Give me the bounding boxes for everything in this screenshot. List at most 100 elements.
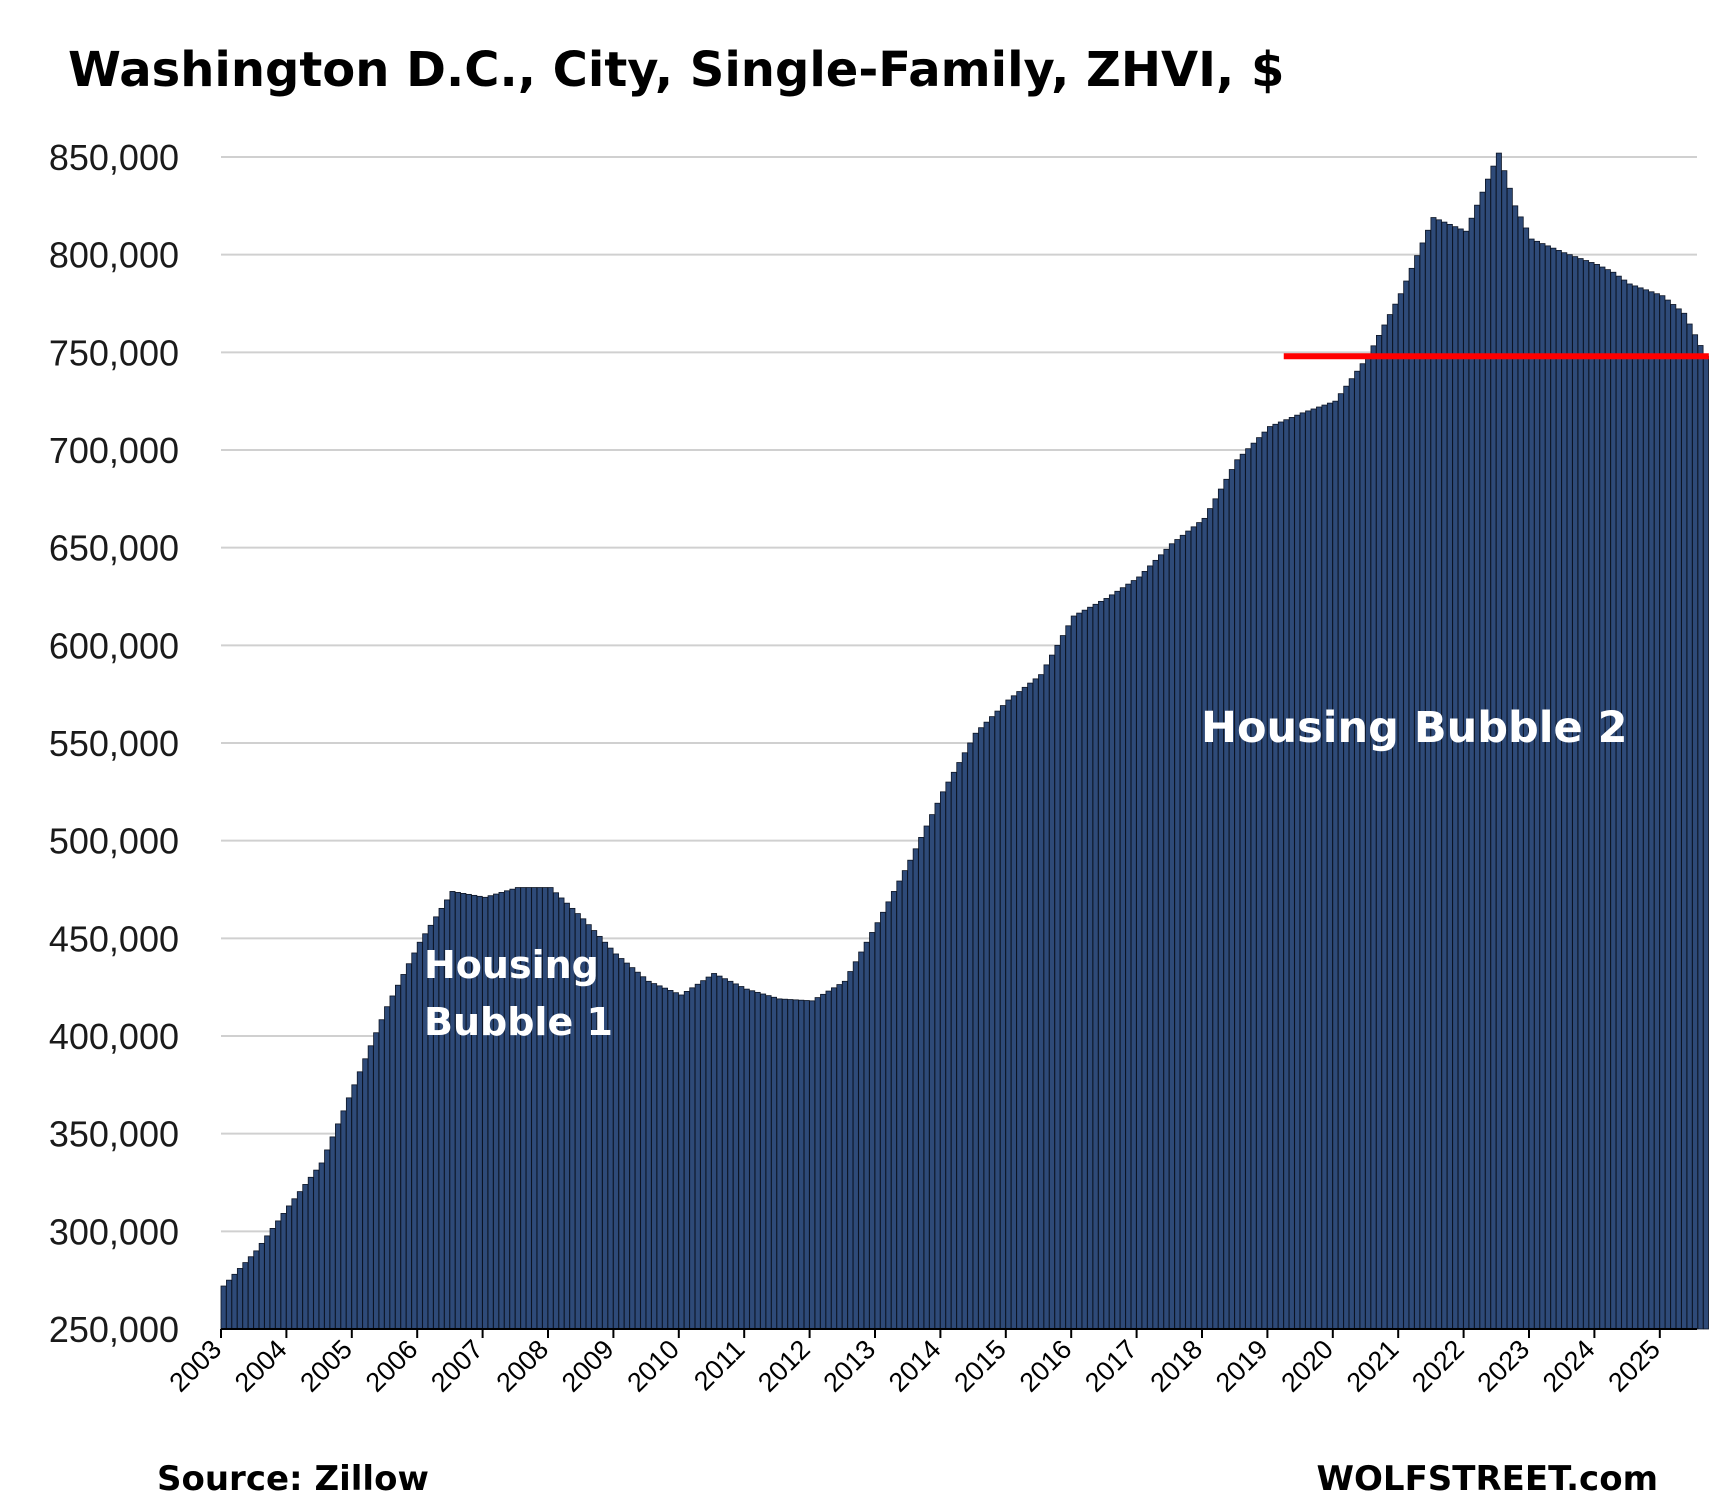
bar: [1212, 498, 1219, 1330]
bar: [667, 990, 674, 1330]
bar-series: [220, 152, 1709, 1330]
bar: [1245, 448, 1252, 1330]
bar: [623, 962, 630, 1330]
bar: [1370, 345, 1377, 1330]
bar: [967, 742, 974, 1330]
bar: [275, 1220, 282, 1330]
bar: [1653, 293, 1660, 1330]
bar: [901, 870, 908, 1330]
bar: [825, 990, 832, 1330]
bar: [1610, 271, 1617, 1330]
bar: [1588, 262, 1595, 1330]
bar: [760, 993, 767, 1330]
x-tick-label: 2015: [948, 1334, 1012, 1398]
x-axis: [220, 1328, 1697, 1338]
bar: [705, 976, 712, 1330]
bar: [1485, 178, 1491, 1330]
x-tick-label: 2025: [1602, 1334, 1666, 1398]
bar: [722, 978, 728, 1330]
bar: [732, 983, 739, 1330]
bar: [1283, 419, 1290, 1330]
x-tick-label: 2005: [294, 1334, 358, 1398]
bar: [918, 837, 925, 1330]
bar: [694, 983, 701, 1330]
bar: [880, 911, 887, 1330]
bar: [640, 976, 647, 1330]
bar: [1632, 285, 1639, 1330]
bar: [242, 1262, 249, 1330]
bar: [896, 880, 903, 1330]
bar: [869, 932, 876, 1330]
bar: [1108, 594, 1115, 1330]
bar: [1239, 453, 1246, 1330]
bar: [324, 1149, 331, 1330]
bar: [1059, 635, 1066, 1330]
bar: [847, 971, 854, 1330]
bar: [302, 1184, 309, 1330]
bar: [1147, 565, 1154, 1330]
x-tick-label: 2022: [1406, 1334, 1470, 1398]
bar: [258, 1242, 265, 1330]
bar: [591, 930, 598, 1330]
x-tick-label: 2020: [1275, 1334, 1339, 1398]
bar: [1408, 267, 1415, 1330]
bar: [1626, 283, 1633, 1330]
y-tick-label: 650,000: [49, 528, 179, 569]
bar: [629, 967, 636, 1330]
x-tick-label: 2021: [1341, 1334, 1405, 1398]
x-tick-label: 2023: [1472, 1334, 1536, 1398]
x-tick-label: 2018: [1145, 1334, 1209, 1398]
bar: [672, 992, 679, 1330]
bar: [351, 1084, 358, 1330]
bar: [923, 825, 930, 1330]
bar: [907, 859, 914, 1330]
bar: [1021, 686, 1028, 1330]
x-tick-label: 2024: [1537, 1334, 1601, 1398]
bar: [1414, 255, 1421, 1330]
bar: [1332, 400, 1339, 1330]
bar: [1550, 247, 1557, 1330]
bar: [836, 984, 843, 1330]
x-tick-label: 2016: [1014, 1334, 1078, 1398]
bar: [1043, 664, 1050, 1330]
bar: [1479, 191, 1486, 1330]
bar: [1174, 539, 1181, 1330]
y-tick-label: 800,000: [49, 235, 179, 276]
bar: [711, 973, 718, 1330]
bar: [678, 994, 685, 1330]
bar: [1583, 260, 1590, 1330]
bar: [1010, 695, 1017, 1330]
bar: [362, 1058, 369, 1330]
bar: [1435, 219, 1442, 1330]
x-tick-label: 2009: [556, 1334, 620, 1398]
bar: [1163, 548, 1170, 1330]
bar: [1343, 385, 1350, 1330]
bar: [400, 974, 407, 1330]
bar: [1087, 606, 1094, 1330]
chart-title: Washington D.C., City, Single-Family, ZH…: [68, 42, 1284, 98]
annotation-housing-bubble-1: Housing Bubble 1: [424, 943, 613, 1044]
y-tick-label: 750,000: [49, 332, 179, 373]
bar: [983, 721, 990, 1330]
y-tick-label: 250,000: [49, 1309, 179, 1350]
bar: [1675, 308, 1682, 1330]
bar: [874, 922, 881, 1330]
bar: [994, 710, 1001, 1330]
bar: [1697, 345, 1704, 1330]
bar: [1544, 245, 1551, 1330]
bar: [1207, 508, 1213, 1330]
bar: [285, 1205, 292, 1330]
bar: [1114, 590, 1121, 1330]
bar: [1119, 587, 1126, 1330]
bar: [1692, 334, 1699, 1330]
bar: [1065, 625, 1072, 1330]
bar: [1228, 469, 1235, 1330]
bar: [634, 971, 641, 1330]
bar: [1648, 291, 1655, 1330]
bar: [1528, 238, 1535, 1330]
bar: [1359, 363, 1366, 1330]
bar: [863, 941, 870, 1330]
bar: [989, 716, 996, 1330]
bar: [1179, 534, 1186, 1330]
bar: [1594, 264, 1600, 1330]
